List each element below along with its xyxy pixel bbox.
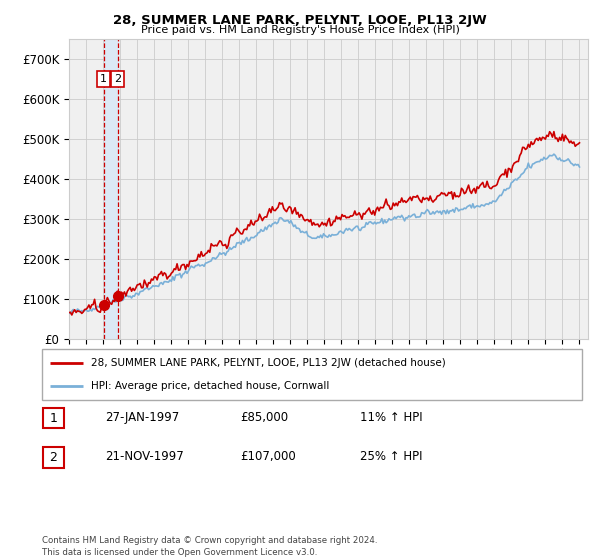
- Text: 2: 2: [114, 74, 121, 84]
- Text: 11% ↑ HPI: 11% ↑ HPI: [360, 410, 422, 424]
- Text: 1: 1: [49, 412, 58, 425]
- Text: Contains HM Land Registry data © Crown copyright and database right 2024.
This d: Contains HM Land Registry data © Crown c…: [42, 536, 377, 557]
- Text: Price paid vs. HM Land Registry's House Price Index (HPI): Price paid vs. HM Land Registry's House …: [140, 25, 460, 35]
- Text: 21-NOV-1997: 21-NOV-1997: [105, 450, 184, 463]
- Text: 25% ↑ HPI: 25% ↑ HPI: [360, 450, 422, 463]
- Text: 1: 1: [100, 74, 107, 84]
- Bar: [104, 39, 118, 339]
- Text: £85,000: £85,000: [240, 410, 288, 424]
- Text: HPI: Average price, detached house, Cornwall: HPI: Average price, detached house, Corn…: [91, 381, 329, 391]
- Text: 27-JAN-1997: 27-JAN-1997: [105, 410, 179, 424]
- Text: 2: 2: [49, 451, 58, 464]
- Text: £107,000: £107,000: [240, 450, 296, 463]
- Text: 28, SUMMER LANE PARK, PELYNT, LOOE, PL13 2JW: 28, SUMMER LANE PARK, PELYNT, LOOE, PL13…: [113, 14, 487, 27]
- Text: 28, SUMMER LANE PARK, PELYNT, LOOE, PL13 2JW (detached house): 28, SUMMER LANE PARK, PELYNT, LOOE, PL13…: [91, 358, 445, 368]
